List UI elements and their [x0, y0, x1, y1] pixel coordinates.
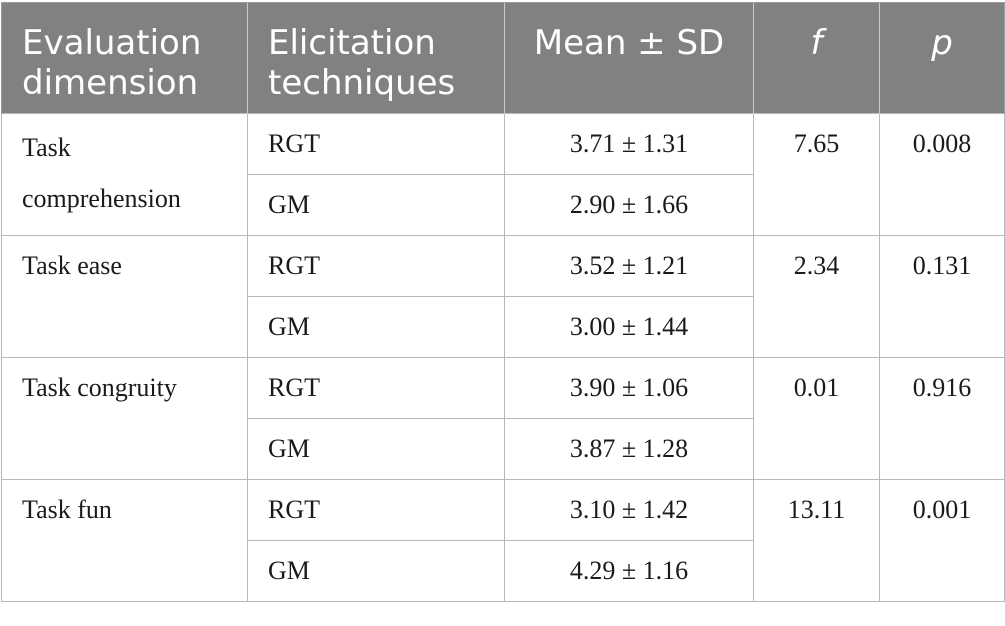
f-value-cell: 13.11 — [753, 479, 880, 602]
dimension-cell: Task ease — [1, 235, 248, 358]
table-row: GM 3.87 ± 1.28 — [2, 418, 1005, 480]
header-evaluation-dimension: Evaluation dimension — [1, 2, 248, 114]
table-row: GM 4.29 ± 1.16 — [2, 540, 1005, 602]
f-value-cell: 0.01 — [753, 357, 880, 480]
technique-cell: RGT — [247, 479, 505, 541]
technique-cell: GM — [247, 296, 505, 358]
header-elicitation-techniques: Elicitation techniques — [247, 2, 505, 114]
results-table: Evaluation dimension Elicitation techniq… — [1, 2, 1005, 602]
dimension-cell: Task congruity — [1, 357, 248, 480]
mean-sd-cell: 3.00 ± 1.44 — [504, 296, 754, 358]
dimension-cell: Task comprehension — [1, 113, 248, 236]
p-value-cell: 0.008 — [879, 113, 1005, 236]
header-p: p — [879, 2, 1005, 114]
technique-cell: RGT — [247, 113, 505, 175]
header-f: f — [753, 2, 880, 114]
table-row: Task congruity RGT 3.90 ± 1.06 0.01 0.91… — [1, 357, 1005, 480]
f-value-cell: 2.34 — [753, 235, 880, 358]
mean-sd-cell: 3.87 ± 1.28 — [504, 418, 754, 480]
mean-sd-cell: 3.52 ± 1.21 — [504, 235, 754, 297]
table-row: GM 2.90 ± 1.66 — [2, 174, 1005, 236]
p-value-cell: 0.916 — [879, 357, 1005, 480]
mean-sd-cell: 4.29 ± 1.16 — [504, 540, 754, 602]
technique-cell: RGT — [247, 357, 505, 419]
technique-cell: GM — [247, 174, 505, 236]
header-mean-sd: Mean ± SD — [504, 2, 754, 114]
p-value-cell: 0.001 — [879, 479, 1005, 602]
table-body: Task comprehension RGT 3.71 ± 1.31 7.65 … — [1, 113, 1005, 602]
table-row: Task ease RGT 3.52 ± 1.21 2.34 0.131 — [1, 235, 1005, 358]
technique-cell: GM — [247, 540, 505, 602]
mean-sd-cell: 3.10 ± 1.42 — [504, 479, 754, 541]
table-row: Task comprehension RGT 3.71 ± 1.31 7.65 … — [1, 113, 1005, 236]
f-value-cell: 7.65 — [753, 113, 880, 236]
header-row: Evaluation dimension Elicitation techniq… — [1, 2, 1005, 114]
dimension-cell: Task fun — [1, 479, 248, 602]
mean-sd-cell: 3.71 ± 1.31 — [504, 113, 754, 175]
mean-sd-cell: 3.90 ± 1.06 — [504, 357, 754, 419]
mean-sd-cell: 2.90 ± 1.66 — [504, 174, 754, 236]
table-row: Task fun RGT 3.10 ± 1.42 13.11 0.001 — [1, 479, 1005, 602]
table-header: Evaluation dimension Elicitation techniq… — [1, 2, 1005, 114]
p-value-cell: 0.131 — [879, 235, 1005, 358]
technique-cell: GM — [247, 418, 505, 480]
technique-cell: RGT — [247, 235, 505, 297]
